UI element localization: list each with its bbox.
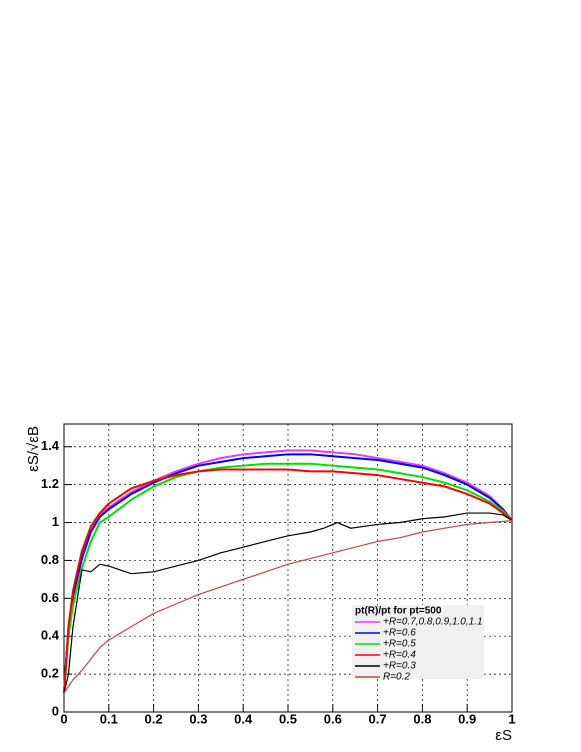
x-tick-label: 0.4	[234, 711, 253, 726]
y-tick-label: 1	[52, 514, 59, 529]
legend-label: +R=0.3	[383, 661, 416, 672]
y-tick-label: 0.2	[41, 666, 59, 681]
y-tick-label: 0.4	[41, 628, 60, 643]
x-tick-label: 0.3	[189, 711, 207, 726]
series-line	[63, 520, 513, 694]
legend-label: R=0.2	[383, 672, 410, 683]
y-tick-label: 0	[52, 703, 59, 718]
x-tick-label: 0.9	[458, 711, 476, 726]
y-tick-label: 0.6	[41, 590, 59, 605]
series-line	[63, 462, 513, 694]
x-axis-title: εS	[495, 727, 512, 744]
legend-label: +R=0.5	[383, 639, 416, 650]
x-tick-label: 0.6	[324, 711, 342, 726]
y-tick-label: 1.4	[41, 438, 60, 453]
legend-label: +R=0.7,0.8,0.9,1.0,1.1	[383, 617, 483, 628]
y-axis-title: εS/√εB	[25, 426, 42, 472]
series-line	[63, 468, 513, 694]
series-line	[63, 512, 513, 694]
x-tick-label: 0.1	[100, 711, 118, 726]
x-tick-label: 0.7	[369, 711, 387, 726]
x-tick-label: 0.8	[413, 711, 431, 726]
x-tick-label: 0	[60, 711, 67, 726]
x-tick-label: 0.5	[279, 711, 297, 726]
x-tick-label: 1	[508, 711, 515, 726]
y-tick-label: 1.2	[41, 476, 59, 491]
x-tick-label: 0.2	[145, 711, 163, 726]
legend-label: +R=0.4	[383, 650, 416, 661]
series-line	[63, 453, 513, 694]
legend-label: +R=0.6	[383, 628, 416, 639]
legend-title: pt(R)/pt for pt=500	[355, 606, 442, 617]
y-tick-label: 0.8	[41, 552, 59, 567]
